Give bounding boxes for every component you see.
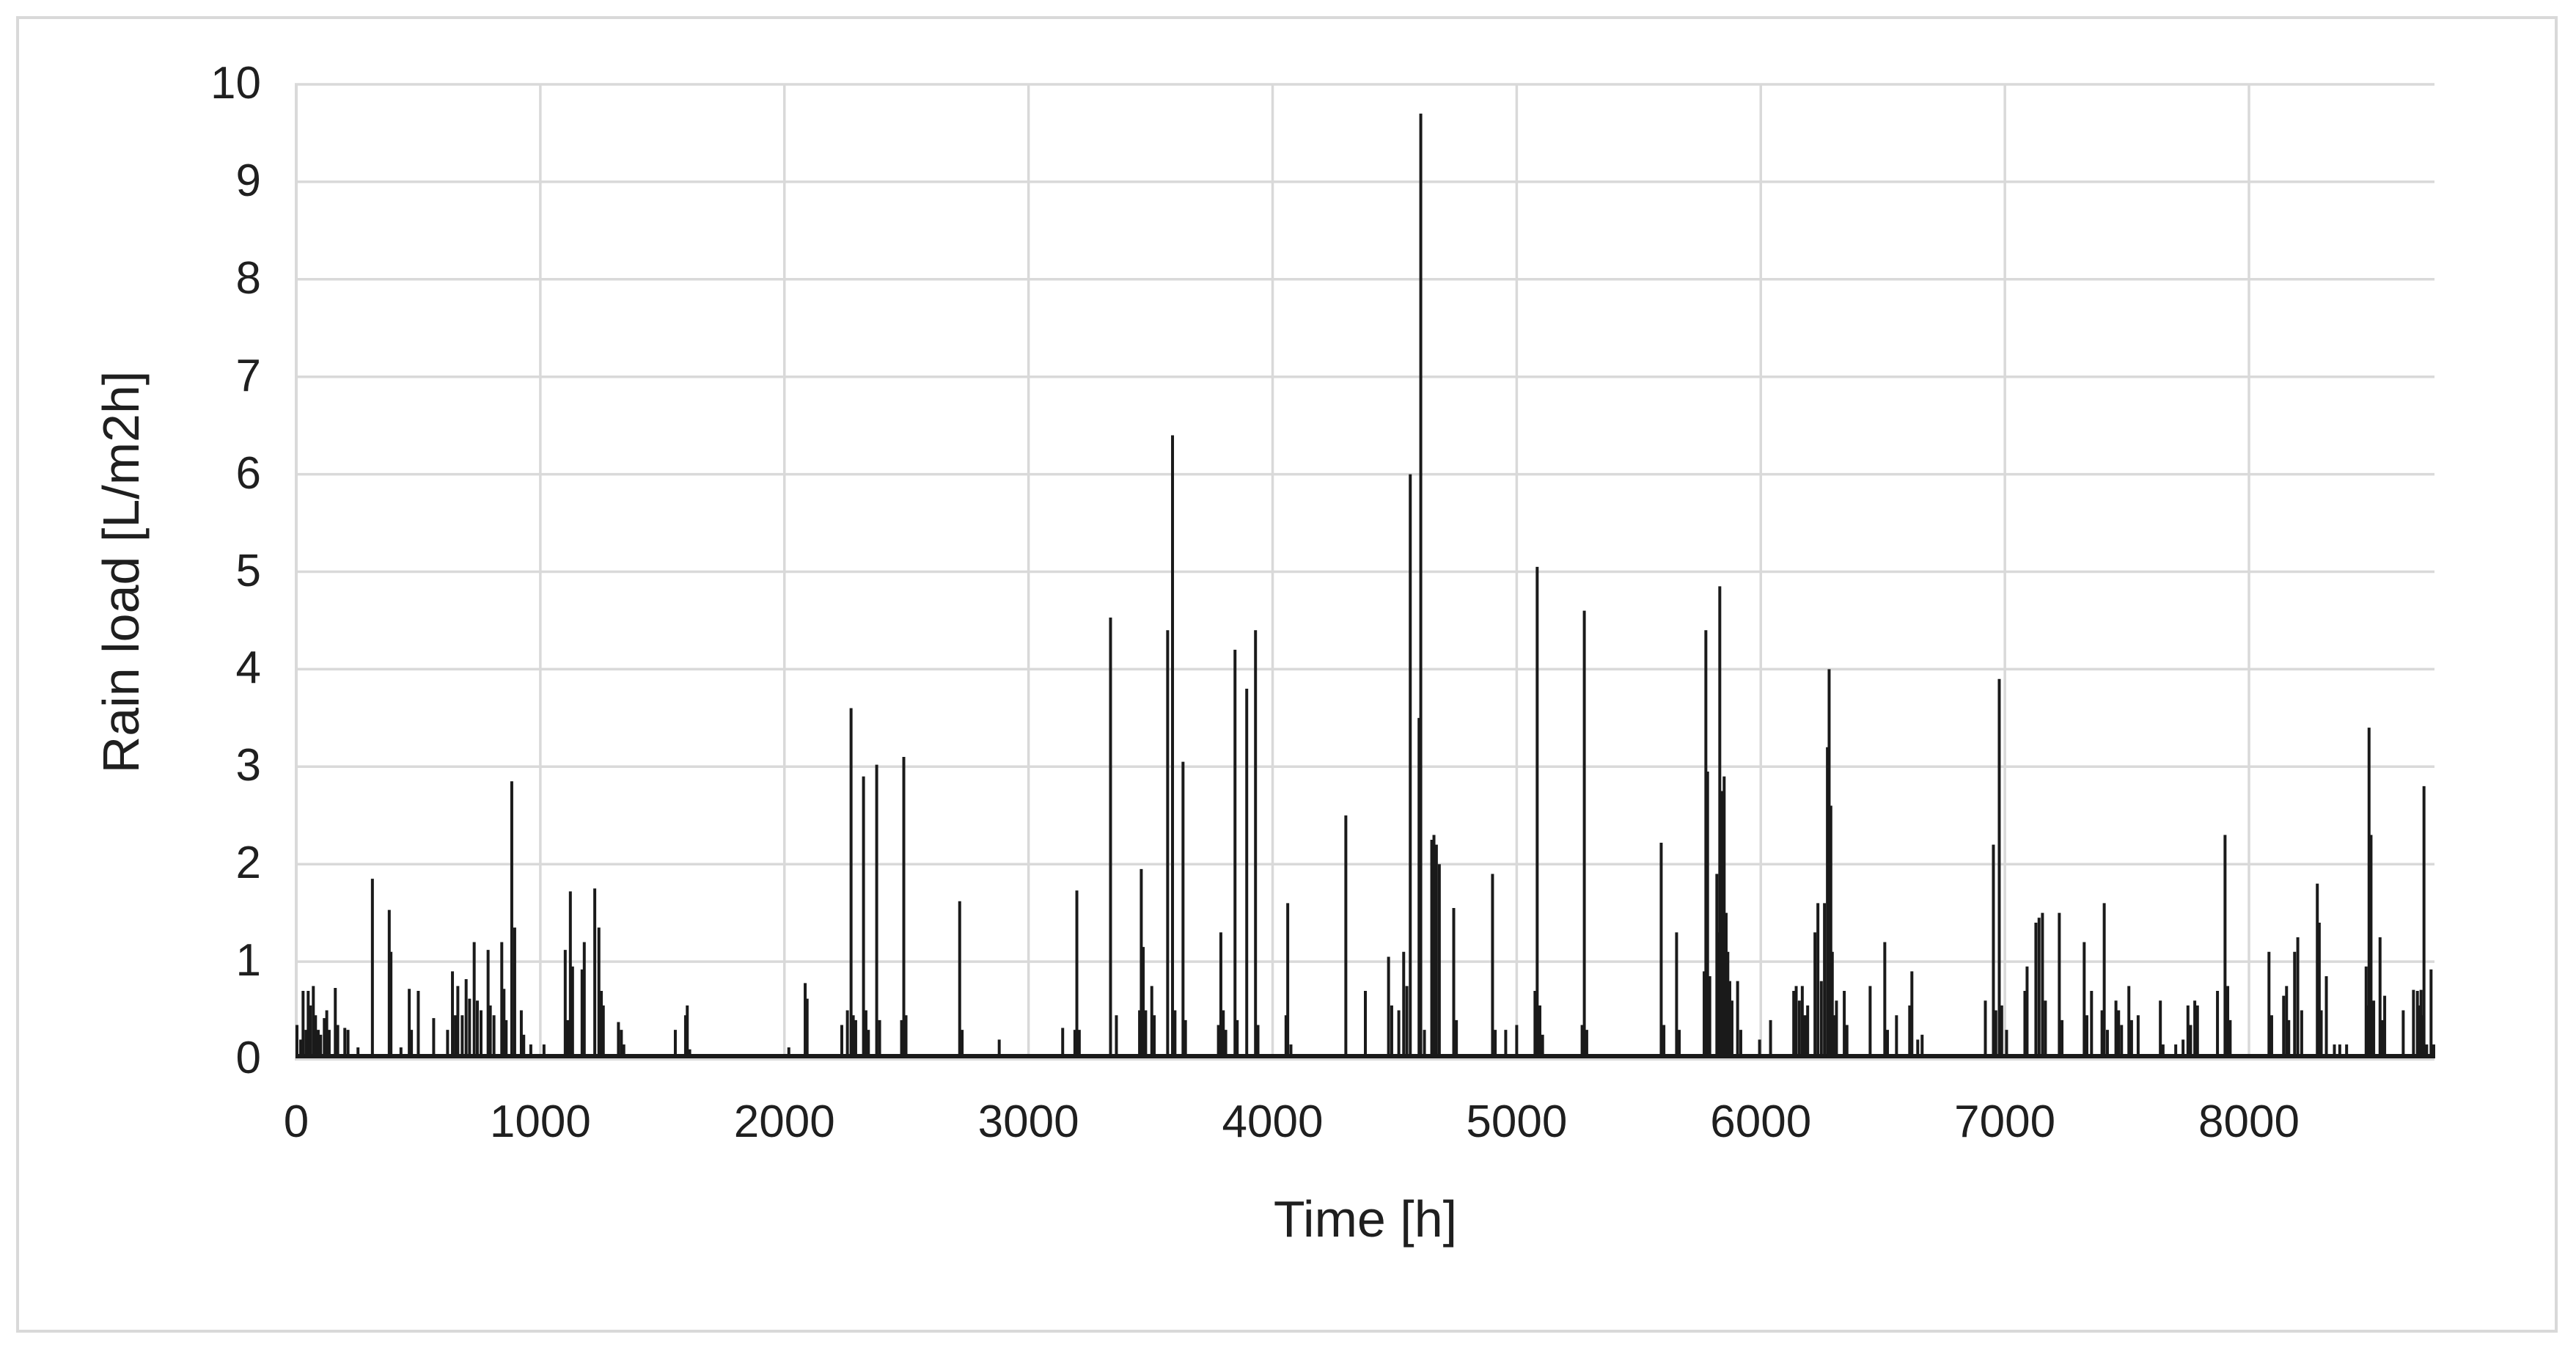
x-tick-label: 6000 [1710, 1096, 1812, 1147]
x-tick-label: 1000 [489, 1096, 591, 1147]
y-tick-label: 6 [235, 447, 261, 499]
x-tick-label: 2000 [733, 1096, 835, 1147]
chart-border [16, 16, 2558, 1333]
y-tick-label: 3 [235, 740, 261, 791]
y-tick-label: 5 [235, 545, 261, 596]
x-tick-label: 3000 [977, 1096, 1079, 1147]
x-tick-label: 4000 [1222, 1096, 1324, 1147]
y-tick-label: 1 [235, 935, 261, 986]
y-tick-label: 4 [235, 642, 261, 694]
y-tick-label: 0 [235, 1033, 261, 1084]
y-tick-label: 2 [235, 838, 261, 889]
y-tick-label: 8 [235, 252, 261, 304]
x-tick-label: 5000 [1466, 1096, 1568, 1147]
x-tick-label: 8000 [2198, 1096, 2300, 1147]
y-tick-label: 9 [235, 155, 261, 206]
y-tick-labels: 0 1 2 3 4 5 6 7 8 9 10 [0, 0, 261, 1351]
y-tick-label: 10 [210, 58, 261, 109]
x-axis-title: Time [h] [1273, 1190, 1458, 1248]
x-tick-labels: 0 1000 2000 3000 4000 5000 6000 7000 8000 [0, 1096, 2576, 1162]
y-tick-label: 7 [235, 350, 261, 401]
x-tick-label: 7000 [1954, 1096, 2056, 1147]
x-tick-label: 0 [283, 1096, 309, 1147]
